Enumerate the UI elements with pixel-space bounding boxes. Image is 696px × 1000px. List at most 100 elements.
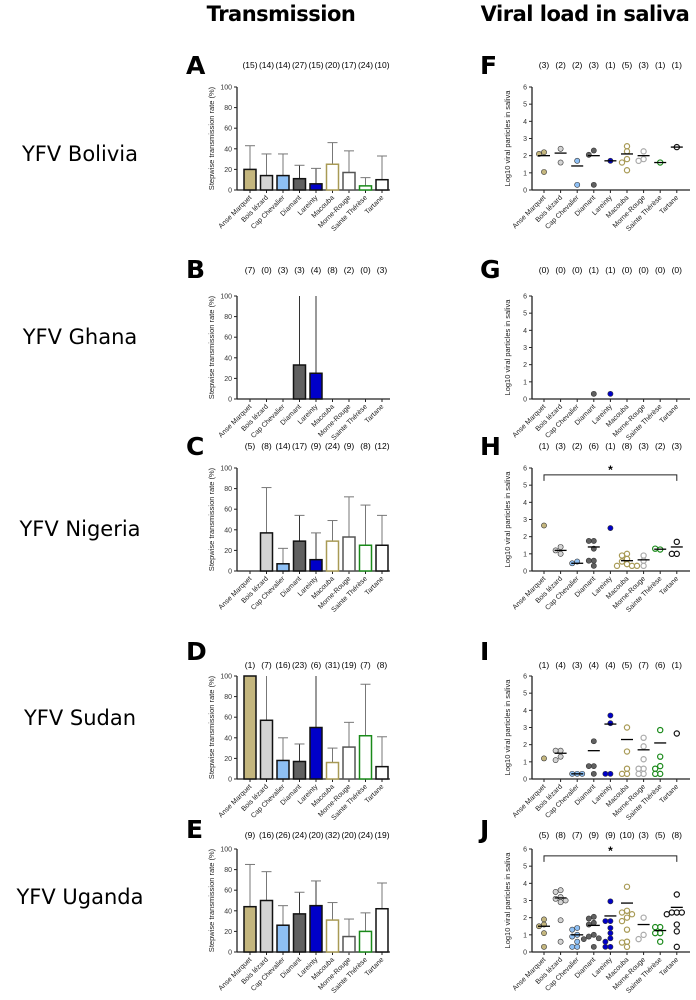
sample-count: (1) (605, 441, 616, 451)
bar (325, 919, 340, 953)
sample-count: (1) (605, 265, 616, 275)
bar (375, 178, 389, 191)
sample-count: (24) (358, 830, 373, 840)
data-point (585, 921, 592, 928)
sample-count: (8) (555, 830, 566, 840)
data-point (580, 936, 587, 943)
sample-count: (8) (622, 441, 633, 451)
panel-E: E (9) (16) (26) (24) (20) (32) (20) (24) (19)0204… (186, 815, 390, 995)
data-point (590, 181, 597, 188)
data-point (623, 914, 631, 921)
y-tick-label: 6 (523, 466, 527, 473)
bar (325, 540, 340, 572)
data-point (623, 883, 631, 890)
y-tick-label: 40 (224, 527, 232, 534)
data-point (557, 753, 564, 760)
sample-count: (27) (292, 60, 307, 70)
data-point (652, 765, 659, 772)
y-tick-label: 3 (523, 725, 527, 732)
sample-count: (3) (539, 60, 550, 70)
y-tick-label: 60 (224, 715, 232, 722)
data-point (585, 915, 592, 922)
viral-load-column-title: Viral load in saliva (480, 2, 690, 26)
sample-count: (1) (655, 60, 666, 70)
panel-B: B (7) (0) (3) (3) (4) (8) (2) (0) (3) 0 20 40 60 80 100… (186, 255, 390, 442)
data-point (590, 763, 597, 770)
sample-count: (4) (311, 265, 322, 275)
y-tick-label: 2 (523, 742, 527, 749)
data-point (607, 898, 614, 905)
bar (325, 163, 340, 191)
data-point (635, 765, 642, 772)
y-tick-label: 100 (220, 85, 232, 92)
sample-count: (3) (294, 265, 305, 275)
sample-count: (24) (325, 441, 340, 451)
y-tick-label: 2 (523, 362, 527, 369)
sample-count: (6) (311, 660, 322, 670)
bar (292, 913, 307, 953)
row-label-sudan: YFV Sudan (23, 706, 137, 730)
sample-count: (3) (572, 660, 583, 670)
y-axis-title: Stepwise transmission rate (%) (207, 848, 216, 952)
significance-label: * (608, 463, 613, 477)
sample-count: (2) (572, 441, 583, 451)
bar (325, 761, 340, 780)
sample-count: (2) (555, 60, 566, 70)
data-point (552, 895, 559, 902)
y-tick-label: 2 (523, 534, 527, 541)
data-point (557, 159, 564, 166)
data-point (673, 921, 681, 928)
panel-J: J (5) (8) (7) (9) (9) (10) (3) (5) (8)0123456Log1… (478, 815, 690, 995)
y-axis-title: Stepwise transmission rate (%) (207, 86, 216, 190)
data-point (623, 938, 631, 945)
sample-count: (5) (245, 441, 256, 451)
x-tick-label: Tartane (364, 403, 386, 425)
bar (358, 544, 373, 572)
y-tick-label: 20 (224, 376, 232, 383)
data-point (602, 943, 609, 950)
data-point (623, 748, 631, 755)
sample-count: (2) (655, 441, 666, 451)
sample-count: (1) (245, 660, 256, 670)
data-point (595, 935, 602, 942)
x-tick-label: Tartane (659, 956, 681, 978)
significance-bracket (543, 474, 678, 481)
y-tick-label: 80 (224, 694, 232, 701)
sample-count: (0) (555, 265, 566, 275)
data-point (552, 747, 559, 754)
data-point (590, 557, 597, 564)
data-point (640, 148, 647, 155)
sample-count: (10) (619, 830, 634, 840)
y-tick-label: 4 (523, 328, 527, 335)
sample-count: (19) (341, 660, 356, 670)
bar (375, 907, 389, 953)
data-point (640, 552, 647, 559)
panel-letter: A (186, 51, 206, 80)
data-point (590, 562, 597, 569)
panel-letter: E (186, 815, 203, 844)
data-point (623, 724, 631, 731)
bar (259, 719, 274, 780)
data-point (668, 550, 676, 558)
data-point (557, 917, 564, 924)
y-axis-title: Log10 viral particles in saliva (503, 90, 512, 187)
y-tick-label: 40 (224, 735, 232, 742)
sample-count: (5) (622, 660, 633, 670)
sample-count: (4) (605, 660, 616, 670)
bar (243, 905, 257, 953)
y-tick-label: 20 (224, 548, 232, 555)
sample-count: (1) (672, 60, 683, 70)
data-point (657, 762, 664, 770)
data-point (640, 914, 647, 921)
bar (309, 904, 323, 953)
sample-count: (20) (308, 830, 323, 840)
y-tick-label: 0 (228, 569, 232, 576)
sample-count: (14) (275, 60, 290, 70)
data-point (574, 157, 581, 164)
sample-count: (3) (589, 60, 600, 70)
sample-count: (5) (539, 830, 550, 840)
y-tick-label: 100 (220, 847, 232, 854)
y-tick-label: 4 (523, 708, 527, 715)
bar (259, 174, 274, 191)
data-point (585, 538, 592, 544)
